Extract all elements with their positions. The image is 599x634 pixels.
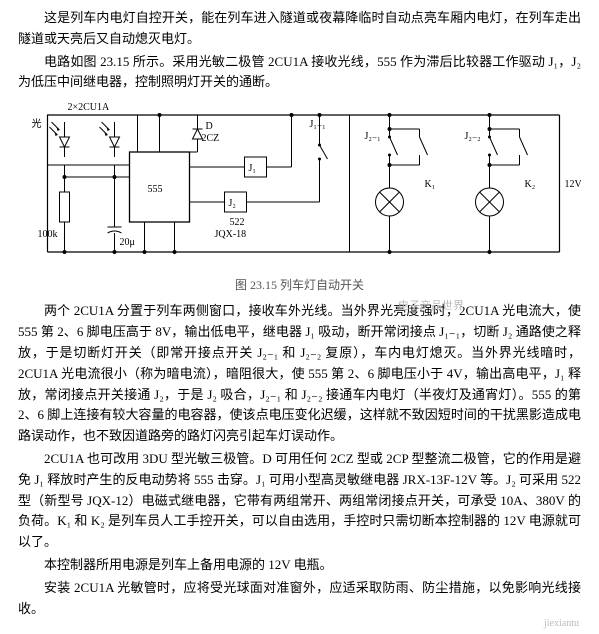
label-12v: 12V	[565, 179, 582, 190]
circuit-svg: 12V 光 2×2CU1A	[18, 97, 581, 272]
branch-1: J₂₋₁ K₁	[365, 113, 436, 254]
label-k2: K₂	[525, 179, 536, 190]
paragraph-intro-1: 这是列车内电灯自控开关，能在列车进入隧道或夜幕降临时自动点亮车厢内电灯，在列车走…	[18, 8, 581, 50]
label-light: 光	[32, 117, 42, 130]
label-j11: J₁₋₁	[310, 119, 326, 130]
photodiode-2-icon	[100, 122, 120, 157]
watermark-text-2: jiexiantu	[544, 616, 579, 632]
label-k1: K₁	[425, 179, 436, 190]
label-522: 522	[230, 217, 245, 228]
label-r100k: 100k	[38, 229, 58, 240]
label-jqx: JQX-18	[215, 229, 247, 240]
paragraph-4: 2CU1A 也可改用 3DU 型光敏三极管。D 可用任何 2CZ 型或 2CP …	[18, 449, 581, 553]
label-cap: 20μ	[120, 237, 135, 248]
branch-2: J₂₋₂ K₂	[465, 113, 536, 254]
label-j2: J₂	[229, 198, 236, 209]
paragraph-intro-2: 电路如图 23.15 所示。采用光敏二极管 2CU1A 接收光线，555 作为滞…	[18, 52, 581, 94]
paragraph-3: 两个 2CU1A 分置于列车两侧窗口，接收车外光线。当外界光亮度强时，2CU1A…	[18, 301, 581, 447]
label-j21: J₂₋₁	[365, 131, 381, 142]
label-2cz: 2CZ	[202, 133, 220, 144]
label-j22: J₂₋₂	[465, 131, 481, 142]
label-555: 555	[148, 184, 163, 195]
contact-j11-icon	[318, 129, 328, 202]
watermark-text-1: 电子产品世界	[398, 298, 464, 316]
paragraph-5: 本控制器所用电源是列车上备用电源的 12V 电瓶。	[18, 555, 581, 576]
label-d: D	[206, 121, 213, 132]
label-j1: J₁	[249, 163, 256, 174]
label-photodiode: 2×2CU1A	[68, 102, 111, 113]
paragraph-6: 安装 2CU1A 光敏管时，应将受光球面对准窗外，应适采取防雨、防尘措施，以免影…	[18, 578, 581, 620]
circuit-diagram: 12V 光 2×2CU1A	[18, 97, 581, 272]
photodiode-1-icon	[50, 122, 70, 157]
figure-caption: 图 23.15 列车灯自动开关	[18, 276, 581, 295]
